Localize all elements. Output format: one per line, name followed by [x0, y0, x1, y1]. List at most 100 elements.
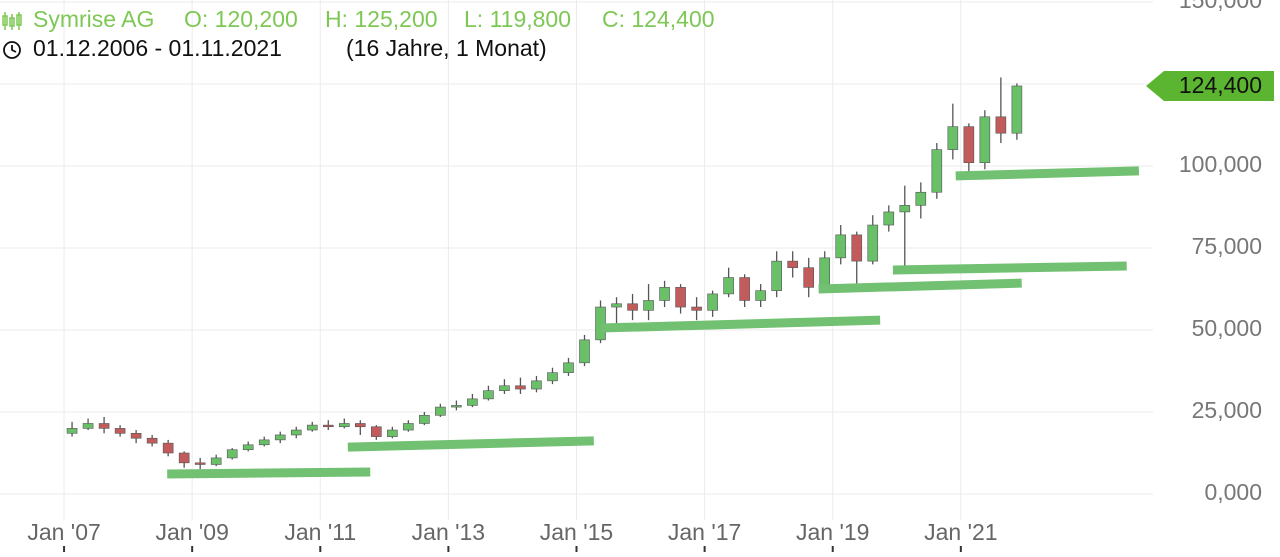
candle [130, 430, 142, 444]
candle [483, 385, 494, 401]
candle-body [595, 306, 606, 341]
candle-body [899, 205, 911, 213]
candle [194, 457, 206, 470]
candle-body [387, 429, 398, 437]
candle-body [547, 372, 558, 382]
x-tick-label: Jan '13 [412, 519, 485, 545]
candle [178, 451, 190, 468]
candle [210, 454, 222, 467]
candle [963, 123, 975, 180]
candle [435, 403, 446, 417]
x-tick-label: Jan '11 [284, 519, 356, 545]
ohlc-open: O: 120,200 [184, 6, 298, 32]
candle-body [675, 287, 686, 308]
candle-body [755, 290, 766, 301]
candle-body [322, 424, 334, 428]
candle [787, 251, 798, 278]
x-tick-label: Jan '21 [924, 519, 997, 545]
candle-body [883, 211, 895, 226]
candle [66, 421, 78, 437]
candle-body [531, 380, 542, 390]
candle-body [499, 385, 510, 391]
candle-body [915, 191, 927, 206]
candle [707, 290, 718, 317]
candle-body [306, 424, 318, 431]
candle [82, 418, 94, 431]
candle-body [515, 385, 526, 390]
candle [931, 143, 943, 199]
candle-body [178, 452, 190, 464]
candle [226, 448, 238, 460]
candle-body [355, 423, 366, 428]
candle-body [114, 428, 126, 434]
candle [467, 393, 478, 408]
candle [915, 182, 927, 219]
candle [387, 426, 398, 439]
candle-icon [2, 12, 22, 30]
last-price-label: 124,400 [1179, 72, 1262, 98]
candle [835, 225, 847, 265]
candle [563, 357, 574, 376]
candle-body [467, 398, 478, 406]
header: Symrise AG O: 120,200 H: 125,200 L: 119,… [2, 6, 715, 61]
candle [627, 293, 638, 321]
candle-body [419, 414, 430, 424]
candle [739, 274, 750, 308]
trendline [347, 436, 594, 452]
candle-body [435, 406, 446, 416]
candle-body [771, 260, 782, 291]
candle-body [130, 433, 142, 439]
candle-body [803, 267, 815, 288]
y-tick-label: 100,000 [1179, 151, 1262, 177]
candle-body [723, 277, 734, 295]
candle-body [963, 126, 975, 164]
candle-body [98, 423, 110, 429]
candle [98, 416, 110, 434]
y-tick-label: 75,000 [1192, 233, 1262, 259]
candle [851, 231, 863, 285]
candle-body [867, 224, 879, 262]
duration: (16 Jahre, 1 Monat) [346, 35, 547, 61]
candle [338, 418, 350, 429]
trendline [167, 467, 371, 479]
candle [883, 205, 895, 232]
candle [899, 185, 911, 271]
candle-body [931, 149, 943, 193]
candle-body [947, 126, 959, 150]
candle-body [371, 426, 382, 437]
candle-body [258, 439, 270, 446]
candle [419, 412, 430, 426]
candle-body [1011, 85, 1023, 134]
candle [306, 421, 318, 432]
y-tick-label: 25,000 [1192, 397, 1262, 423]
candle-body [995, 116, 1007, 134]
candle-body [403, 423, 414, 431]
grid-layer: 0,00025,00050,00075,000100,000125,000150… [0, 0, 1262, 552]
y-tick-label: 150,000 [1179, 0, 1262, 13]
candle [547, 367, 558, 385]
candle-body [979, 116, 991, 164]
candle [371, 425, 382, 440]
candle-body [66, 428, 78, 434]
candle [322, 420, 334, 431]
x-tick-label: Jan '07 [27, 519, 100, 545]
period: 01.12.2006 - 01.11.2021 [33, 35, 282, 61]
candle-body [579, 339, 590, 364]
candle [403, 420, 414, 432]
candle-body [274, 434, 286, 441]
candle [995, 77, 1007, 144]
candle [451, 400, 462, 411]
trendline [892, 261, 1127, 275]
candle-body [338, 423, 350, 428]
candle-body [194, 462, 206, 465]
candle [723, 267, 734, 298]
candle [867, 215, 879, 265]
candle-body [835, 234, 847, 259]
candle-body [659, 287, 670, 301]
candle [290, 426, 302, 439]
candle [1011, 83, 1023, 140]
trendline [600, 315, 881, 333]
candle-body [563, 362, 574, 373]
